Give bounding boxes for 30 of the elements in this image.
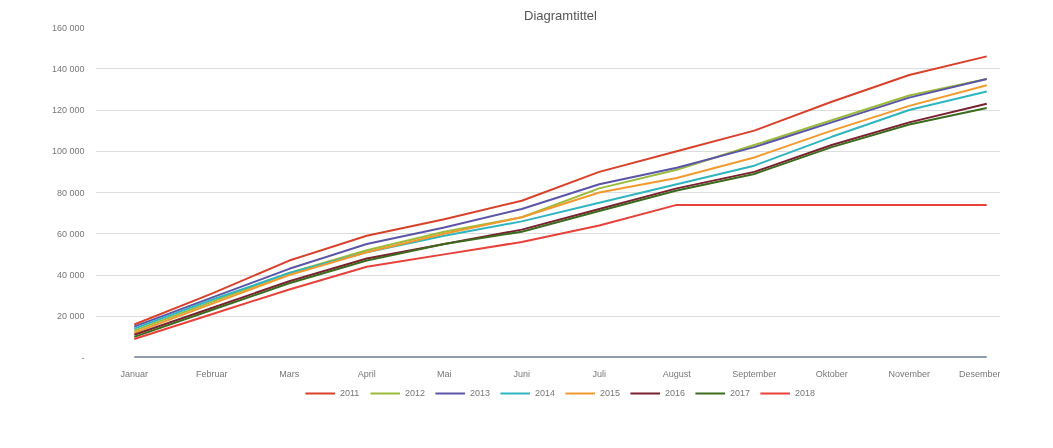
legend-label: 2013 — [469, 388, 490, 398]
legend-label: 2011 — [339, 388, 360, 398]
x-tick-label: Januar — [120, 368, 149, 379]
x-tick-label: Mars — [279, 368, 300, 379]
x-tick-label: Oktober — [815, 368, 848, 379]
x-tick-label: Juli — [592, 368, 607, 379]
x-tick-label: Mai — [437, 368, 452, 379]
y-tick-label: 160 000 — [51, 22, 85, 33]
x-tick-label: April — [357, 368, 376, 379]
legend-label: 2016 — [665, 388, 686, 398]
x-tick-label: September — [732, 368, 777, 379]
legend-label: 2012 — [404, 388, 425, 398]
y-tick-label: 20 000 — [56, 311, 85, 322]
x-tick-label: Februar — [195, 368, 228, 379]
legend-label: 2018 — [795, 388, 816, 398]
y-tick-label: 120 000 — [51, 105, 85, 115]
x-tick-label: November — [888, 368, 931, 379]
y-tick-label: 40 000 — [56, 270, 85, 280]
y-tick-label: 140 000 — [51, 63, 85, 74]
legend-label: 2017 — [730, 388, 751, 398]
y-tick-label: 80 000 — [56, 187, 85, 198]
x-tick-label: Desember — [958, 368, 1001, 379]
y-tick-label: 100 000 — [51, 146, 85, 157]
x-tick-label: Juni — [513, 368, 531, 379]
y-tick-label: 60 000 — [56, 228, 85, 239]
y-tick-label: - — [81, 352, 85, 363]
chart-title: Diagramtittel — [524, 7, 598, 23]
legend-label: 2014 — [534, 388, 555, 398]
x-tick-label: August — [662, 368, 692, 379]
legend-label: 2015 — [599, 388, 621, 398]
